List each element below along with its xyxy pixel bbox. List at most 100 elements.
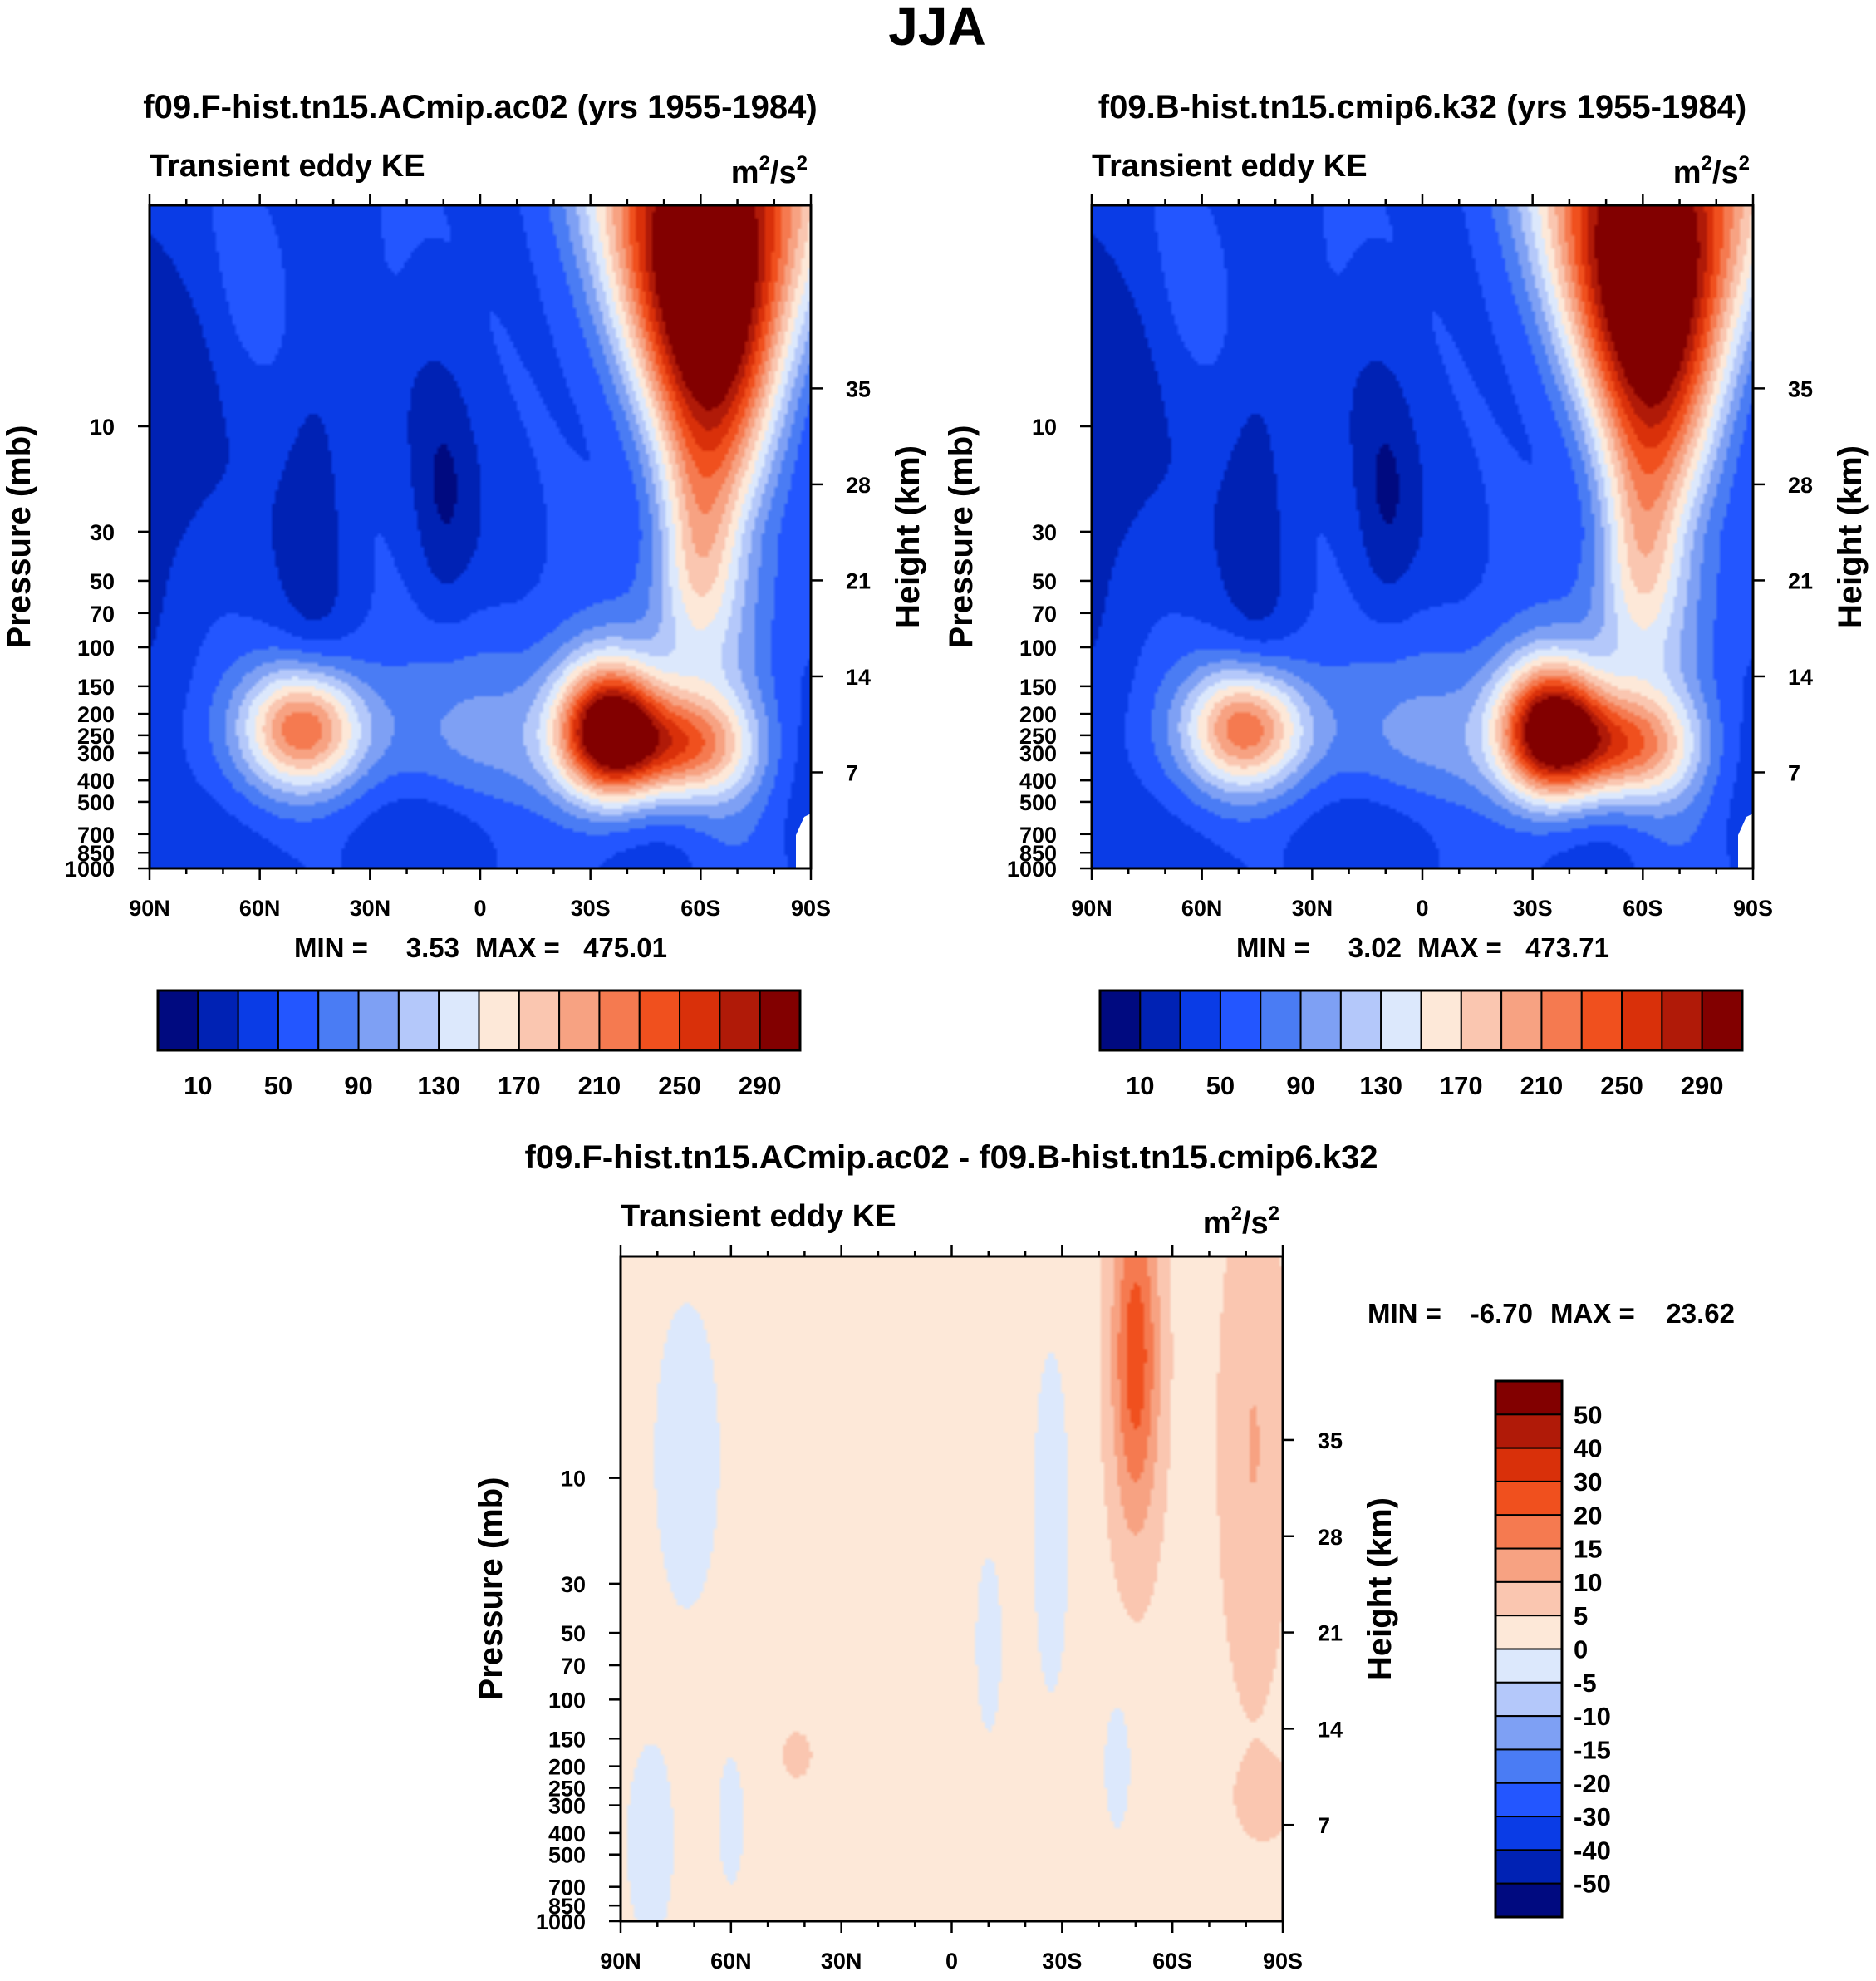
- x-tick-label: 30N: [1292, 896, 1333, 921]
- panel-top-right: f09.B-hist.tn15.cmip6.k32 (yrs 1955-1984…: [943, 89, 1869, 1100]
- colorbar-label: 50: [1206, 1071, 1235, 1100]
- y2-tick-label: 7: [1788, 760, 1800, 785]
- y2-axis-label: Height (km): [890, 445, 926, 628]
- y2-tick-label: 7: [846, 760, 858, 785]
- colorbar-swatch: [1420, 990, 1462, 1051]
- y-axis-label: Pressure (mb): [473, 1477, 509, 1701]
- min-label: MIN =: [1236, 932, 1310, 963]
- colorbar-swatch: [317, 990, 360, 1051]
- x-tick-label: 0: [1416, 896, 1428, 921]
- colorbar-label: -5: [1574, 1669, 1597, 1698]
- main-title: JJA: [888, 0, 985, 57]
- colorbar-swatch: [558, 990, 601, 1051]
- y2-tick-label: 21: [1318, 1621, 1343, 1646]
- y-tick-label: 150: [548, 1727, 586, 1752]
- y-tick-label: 700: [1019, 823, 1057, 848]
- y2-tick-label: 14: [1788, 665, 1813, 690]
- colorbar-swatch: [719, 990, 761, 1051]
- colorbar-label: -20: [1574, 1769, 1611, 1798]
- y-tick-label: 30: [1032, 520, 1057, 545]
- min-value: 3.53: [406, 932, 459, 963]
- colorbar-swatch: [598, 990, 641, 1051]
- y-tick-label: 250: [1019, 724, 1057, 749]
- y-tick-label: 70: [90, 602, 115, 627]
- panel-top-left: f09.F-hist.tn15.ACmip.ac02 (yrs 1955-198…: [1, 89, 926, 1100]
- y2-tick-label: 28: [1318, 1525, 1343, 1550]
- colorbar-swatch: [1495, 1380, 1563, 1416]
- y-tick-label: 1000: [65, 857, 115, 882]
- colorbar: 10 50 90 130 170 210 250 290: [1098, 989, 1744, 1100]
- x-tick-label: 60N: [710, 1949, 752, 1974]
- x-tick-label: 60S: [1152, 1949, 1192, 1974]
- panel-title: f09.F-hist.tn15.ACmip.ac02 (yrs 1955-198…: [143, 89, 817, 125]
- colorbar-swatch: [1661, 990, 1703, 1051]
- y-tick-label: 50: [561, 1621, 586, 1646]
- colorbar-swatch: [277, 990, 320, 1051]
- y-tick-label: 50: [90, 569, 115, 594]
- colorbar-swatch: [1500, 990, 1543, 1051]
- y2-axis-label: Height (km): [1832, 445, 1869, 628]
- y-tick-label: 100: [1019, 636, 1057, 661]
- colorbar-swatch: [1339, 990, 1382, 1051]
- y-tick-label: 10: [561, 1467, 586, 1492]
- colorbar-label: 90: [344, 1071, 372, 1100]
- colorbar-label: 40: [1574, 1434, 1602, 1463]
- colorbar-frame: [1098, 989, 1744, 1052]
- y-tick-label: 700: [77, 823, 115, 848]
- colorbar-swatch: [1179, 990, 1221, 1051]
- axes: 90N 60N 30N 0 30S 60S 90S103050701001502002503…: [536, 1245, 1343, 1974]
- colorbar-swatch: [1495, 1782, 1563, 1818]
- colorbar-swatch: [478, 990, 520, 1051]
- units-label: m2/s2: [1673, 152, 1750, 190]
- x-tick-label: 60N: [1181, 896, 1223, 921]
- colorbar-swatch: [357, 990, 400, 1051]
- colorbar-swatch: [1099, 990, 1142, 1051]
- colorbar-swatch: [1495, 1447, 1563, 1482]
- topography-mask: [1738, 814, 1753, 868]
- panel-difference: f09.F-hist.tn15.ACmip.ac02 - f09.B-hist.…: [473, 1139, 1735, 1974]
- heatmap-plot: [621, 1256, 1283, 1921]
- max-label: MAX =: [475, 932, 560, 963]
- x-tick-label: 30S: [571, 896, 611, 921]
- x-tick-label: 0: [474, 896, 486, 921]
- x-tick-label: 90S: [1733, 896, 1773, 921]
- colorbar-swatch: [237, 990, 279, 1051]
- y-tick-label: 250: [77, 724, 115, 749]
- y-tick-label: 100: [548, 1688, 586, 1713]
- y-tick-label: 200: [1019, 702, 1057, 727]
- panel-subtitle: Transient eddy KE: [621, 1199, 896, 1234]
- y-tick-label: 300: [548, 1794, 586, 1819]
- y-tick-label: 150: [1019, 675, 1057, 700]
- colorbar-swatch: [157, 990, 199, 1051]
- colorbar-label: 250: [658, 1071, 701, 1100]
- colorbar-swatch: [397, 990, 440, 1051]
- min-value: -6.70: [1471, 1298, 1533, 1329]
- colorbar-label: 90: [1286, 1071, 1314, 1100]
- colorbar-label: 290: [1681, 1071, 1724, 1100]
- colorbar-swatch: [679, 990, 721, 1051]
- panel-title: f09.F-hist.tn15.ACmip.ac02 - f09.B-hist.…: [525, 1139, 1378, 1176]
- colorbar-label: 10: [184, 1071, 212, 1100]
- heatmap-plot: [150, 205, 811, 868]
- colorbar-swatch: [1460, 990, 1503, 1051]
- units-label: m2/s2: [731, 152, 808, 190]
- panel-title: f09.B-hist.tn15.cmip6.k32 (yrs 1955-1984…: [1098, 89, 1746, 125]
- x-tick-label: 60N: [239, 896, 281, 921]
- colorbar-label: 30: [1574, 1467, 1602, 1497]
- y-tick-label: 850: [77, 841, 115, 866]
- x-tick-label: 90N: [600, 1949, 641, 1974]
- y2-tick-label: 28: [1788, 473, 1813, 498]
- max-label: MAX =: [1417, 932, 1502, 963]
- colorbar-swatch: [1380, 990, 1422, 1051]
- y-tick-label: 70: [561, 1654, 586, 1679]
- max-label: MAX =: [1550, 1298, 1635, 1329]
- colorbar-label: 5: [1574, 1601, 1588, 1630]
- units-label: m2/s2: [1203, 1202, 1279, 1241]
- colorbar-label: 10: [1126, 1071, 1154, 1100]
- x-tick-label: 60S: [1623, 896, 1662, 921]
- colorbar-label: 0: [1574, 1635, 1588, 1664]
- y-tick-label: 850: [548, 1894, 586, 1919]
- axes: 90N 60N 30N 0 30S 60S 90S103050701001502002503…: [1007, 194, 1813, 921]
- y-tick-label: 50: [1032, 569, 1057, 594]
